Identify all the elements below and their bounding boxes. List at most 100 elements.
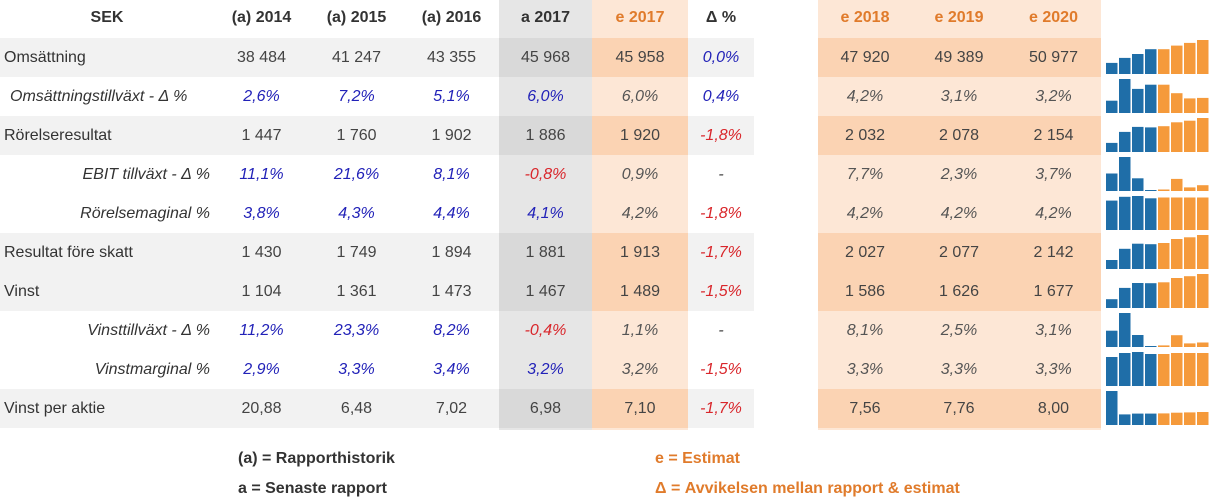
table-cell: 4,2% xyxy=(1035,205,1072,222)
table-cell: 1 473 xyxy=(431,283,472,300)
row-label: Rörelseresultat xyxy=(4,127,112,144)
sparkline-bar xyxy=(1145,413,1157,425)
table-cell: -1,8% xyxy=(700,127,742,144)
sparkline-bar xyxy=(1106,173,1118,191)
table-cell: 1 881 xyxy=(525,244,566,261)
sparkline-bar xyxy=(1158,282,1170,308)
table-cell: 7,56 xyxy=(849,400,881,417)
sparkline-bar xyxy=(1106,330,1118,347)
sparkline-bar xyxy=(1119,353,1131,386)
table-cell: 3,1% xyxy=(940,88,978,105)
sparkline-bar xyxy=(1197,342,1209,347)
sparkline-bar xyxy=(1171,122,1183,152)
table-row: Vinst 1 104 1 361 1 473 1 467 1 489 -1,5% 1 586… xyxy=(0,272,1214,311)
header-2015: (a) 2015 xyxy=(326,9,387,26)
row-shade xyxy=(214,38,499,77)
table-cell: 2,6% xyxy=(243,88,280,105)
header-e2020: e 2020 xyxy=(1029,9,1078,26)
table-cell: -1,7% xyxy=(700,244,742,261)
sparkline-bar xyxy=(1119,157,1131,191)
row-shade xyxy=(0,116,214,155)
table-cell: 3,8% xyxy=(243,205,280,222)
sparkline-bar xyxy=(1106,299,1118,308)
table-cell: -1,5% xyxy=(700,283,742,300)
header-e2018: e 2018 xyxy=(840,9,890,26)
sparkline-bar xyxy=(1171,239,1183,269)
row-shade xyxy=(214,116,499,155)
table-cell: 1 430 xyxy=(241,244,282,261)
table-cell: 6,0% xyxy=(621,88,659,105)
table-cell: 1 467 xyxy=(525,283,566,300)
header-e2017: e 2017 xyxy=(615,9,665,26)
sparkline-bar xyxy=(1171,178,1183,191)
table-cell: 3,4% xyxy=(433,361,470,378)
row-shade xyxy=(214,233,499,272)
table-cell: 4,2% xyxy=(940,205,978,222)
sparkline-bar xyxy=(1197,353,1209,386)
sparkline xyxy=(1106,118,1209,152)
table-cell: 20,88 xyxy=(241,400,282,417)
sparkline-bar xyxy=(1158,189,1170,191)
table-cell: 0,0% xyxy=(702,49,740,66)
table-cell: 1 902 xyxy=(431,127,472,144)
row-label: Vinsttillväxt - Δ % xyxy=(87,322,210,339)
sparkline-bar xyxy=(1197,412,1209,425)
row-shade xyxy=(818,389,1101,428)
sparkline xyxy=(1106,313,1209,347)
table-cell: 21,6% xyxy=(333,166,380,183)
legend-estimate: e = Estimat xyxy=(655,450,740,467)
row-shade xyxy=(0,389,214,428)
sparkline-bar xyxy=(1197,274,1209,308)
sparkline-bar xyxy=(1106,62,1118,74)
sparkline-bar xyxy=(1184,237,1196,269)
sparkline-bar xyxy=(1197,235,1209,269)
table-cell: 8,1% xyxy=(433,166,470,183)
row-shade xyxy=(0,233,214,272)
sparkline-bar xyxy=(1145,198,1157,230)
row-shade xyxy=(0,311,214,350)
sparkline xyxy=(1106,235,1209,269)
table-cell: 1 913 xyxy=(619,244,661,261)
row-shade xyxy=(688,272,754,311)
sparkline-bar xyxy=(1145,127,1157,152)
table-cell: 3,3% xyxy=(846,361,884,378)
sparkline-bar xyxy=(1171,45,1183,74)
table-cell: 4,4% xyxy=(433,205,470,222)
sparkline-bar xyxy=(1119,414,1131,425)
sparkline-bar xyxy=(1145,244,1157,269)
table-cell: 2 027 xyxy=(844,244,886,261)
sparkline-bar xyxy=(1106,357,1118,386)
table-cell: 7,76 xyxy=(943,400,975,417)
table-cell: 8,2% xyxy=(433,322,470,339)
table-cell: 1,1% xyxy=(621,322,659,339)
sparkline-bar xyxy=(1132,283,1144,308)
table-row: Omsättning 38 484 41 247 43 355 45 968 45 958… xyxy=(0,38,1214,77)
sparkline-bar xyxy=(1132,88,1144,113)
row-shade xyxy=(592,233,688,272)
table-cell: 1 626 xyxy=(938,283,980,300)
table-cell: 6,98 xyxy=(529,400,562,417)
row-shade xyxy=(592,389,688,428)
sparkline-bar xyxy=(1132,126,1144,152)
row-shade xyxy=(499,389,592,428)
table-row: Omsättningstillväxt - Δ % 2,6% 7,2% 5,1% 6,0… xyxy=(0,77,1214,116)
row-shade xyxy=(499,116,592,155)
sparkline-bar xyxy=(1184,197,1196,230)
header-delta: Δ % xyxy=(705,9,737,26)
table-cell: 0,4% xyxy=(702,88,740,105)
row-label: Resultat före skatt xyxy=(4,244,133,261)
sparkline-bar xyxy=(1132,196,1144,230)
sparkline-bar xyxy=(1197,118,1209,152)
table-cell: 11,2% xyxy=(239,322,284,339)
sparkline-bar xyxy=(1158,413,1170,425)
sparkline-bar xyxy=(1119,287,1131,308)
table-cell: 6,0% xyxy=(527,88,564,105)
sparkline-bar xyxy=(1158,126,1170,152)
table-cell: 4,2% xyxy=(846,205,884,222)
row-label: Vinst per aktie xyxy=(4,400,106,417)
row-shade xyxy=(688,38,754,77)
table-cell: -1,7% xyxy=(700,400,742,417)
sparkline-bar xyxy=(1145,49,1157,74)
sparkline-bar xyxy=(1197,40,1209,74)
sparkline-bar xyxy=(1184,343,1196,347)
